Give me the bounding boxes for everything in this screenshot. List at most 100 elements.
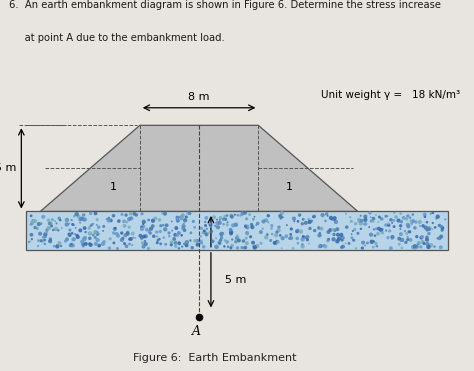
Point	[159, 222, 167, 228]
Point	[275, 227, 283, 233]
Point	[191, 238, 199, 244]
Point	[358, 218, 365, 224]
Point	[41, 241, 49, 247]
Point	[27, 213, 35, 219]
Point	[178, 216, 185, 221]
Text: 1: 1	[110, 183, 117, 192]
Point	[48, 223, 55, 229]
Point	[228, 214, 236, 220]
Point	[29, 217, 36, 223]
Point	[287, 235, 295, 241]
Text: 8 m: 8 m	[188, 92, 210, 102]
Point	[42, 232, 49, 237]
Point	[257, 229, 264, 235]
Point	[119, 235, 127, 241]
Point	[250, 217, 257, 223]
Point	[243, 230, 251, 236]
Point	[94, 232, 101, 237]
Point	[374, 219, 382, 225]
Point	[413, 244, 420, 250]
Point	[243, 231, 251, 237]
Point	[346, 214, 354, 220]
Point	[197, 233, 204, 239]
Point	[437, 244, 445, 250]
Point	[87, 242, 94, 248]
Point	[273, 239, 281, 244]
Point	[299, 243, 307, 249]
Point	[201, 230, 209, 236]
Point	[161, 211, 169, 217]
Point	[34, 226, 41, 232]
Point	[400, 215, 408, 221]
Point	[237, 213, 244, 219]
Point	[138, 235, 146, 241]
Point	[370, 239, 378, 244]
Point	[268, 226, 275, 232]
Point	[352, 245, 360, 251]
Point	[268, 223, 276, 229]
Point	[168, 219, 175, 224]
Point	[316, 232, 324, 238]
Point	[46, 220, 54, 226]
Point	[311, 227, 319, 233]
Point	[95, 224, 102, 230]
Point	[317, 243, 324, 249]
Point	[168, 228, 176, 234]
Point	[350, 237, 357, 243]
Point	[170, 236, 178, 242]
Point	[100, 228, 107, 234]
Point	[212, 244, 220, 250]
Point	[243, 240, 251, 246]
Point	[431, 244, 438, 250]
Point	[39, 238, 46, 244]
Point	[264, 219, 272, 225]
Point	[421, 211, 428, 217]
Point	[133, 212, 140, 218]
Point	[158, 210, 166, 216]
Point	[414, 242, 421, 247]
Point	[377, 227, 385, 233]
Point	[331, 217, 338, 223]
Point	[216, 240, 223, 246]
Point	[267, 237, 274, 243]
Point	[128, 215, 135, 221]
Point	[289, 246, 297, 252]
Point	[137, 233, 144, 239]
Point	[273, 229, 281, 235]
Point	[124, 231, 131, 237]
Point	[342, 211, 350, 217]
Point	[76, 220, 84, 226]
Text: A: A	[192, 325, 201, 338]
Point	[382, 213, 390, 219]
Point	[404, 229, 412, 234]
Point	[203, 226, 210, 232]
Point	[214, 224, 222, 230]
Point	[395, 241, 403, 247]
Point	[86, 235, 93, 241]
Point	[322, 218, 329, 224]
Point	[157, 241, 164, 247]
Point	[153, 229, 161, 235]
Point	[274, 239, 282, 245]
Point	[427, 211, 435, 217]
Point	[299, 221, 306, 227]
Point	[386, 228, 393, 234]
Point	[283, 222, 291, 228]
Point	[433, 216, 440, 221]
Point	[210, 214, 218, 220]
Point	[362, 216, 369, 222]
Point	[66, 227, 73, 233]
Point	[217, 237, 224, 243]
Point	[374, 231, 382, 237]
Point	[52, 226, 60, 232]
Point	[218, 235, 226, 241]
Point	[55, 240, 63, 246]
Point	[222, 216, 229, 222]
Point	[251, 244, 259, 250]
Point	[243, 216, 251, 222]
Point	[343, 224, 351, 230]
Point	[182, 216, 189, 222]
Point	[115, 218, 123, 224]
Point	[362, 214, 369, 220]
Point	[250, 243, 258, 249]
